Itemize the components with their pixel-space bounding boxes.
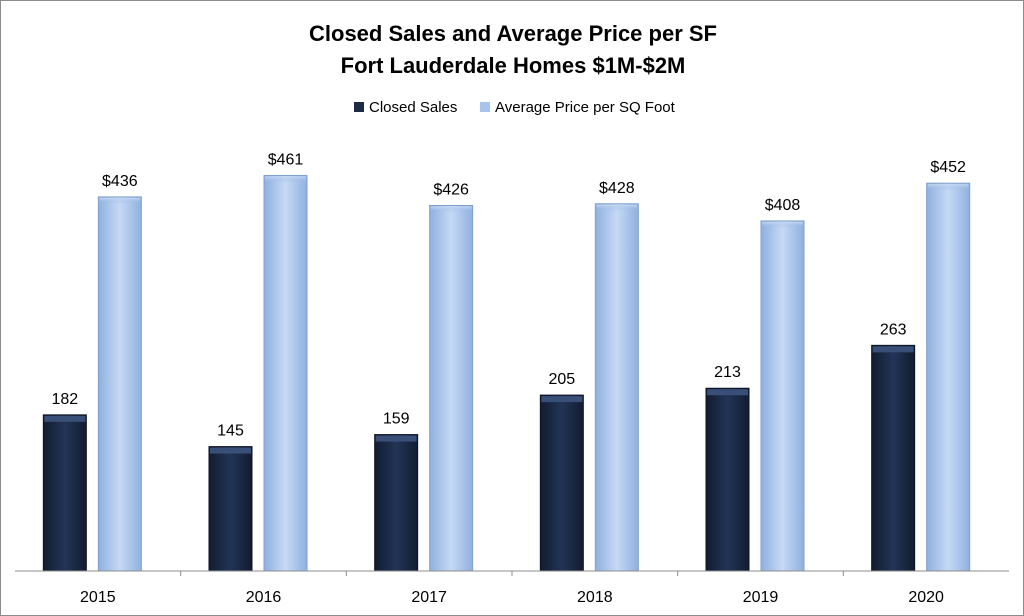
data-label-closed-sales-2020: 263 [880, 321, 907, 338]
bar-avg-price-2019 [760, 220, 805, 572]
data-label-closed-sales-2017: 159 [383, 411, 410, 428]
legend-swatch-closed-sales [354, 102, 364, 112]
legend-label-closed-sales: Closed Sales [369, 99, 457, 116]
data-label-avg-price-2017: $426 [433, 181, 469, 198]
bar-avg-price-2017 [429, 204, 474, 572]
bar-closed-sales-2018 [539, 394, 584, 572]
bar-closed-sales-2019 [705, 387, 750, 572]
data-label-closed-sales-2019: 213 [714, 364, 741, 381]
data-label-closed-sales-2015: 182 [51, 391, 78, 408]
data-label-avg-price-2019: $408 [765, 197, 801, 214]
bar-bevel-avg-price-2017 [430, 206, 472, 213]
bar-avg-price-2015 [97, 196, 142, 572]
legend-label-avg-price: Average Price per SQ Foot [495, 99, 676, 116]
bars-layer: 182 $436 145 $461 159 $426 205 $428 213 $408 263 $4… [42, 151, 971, 572]
data-label-closed-sales-2016: 145 [217, 423, 244, 440]
bar-closed-sales-2020 [871, 344, 916, 572]
bar-bevel-closed-sales-2019 [707, 389, 748, 396]
bar-closed-sales-2016 [208, 446, 253, 572]
bar-avg-price-2018 [594, 203, 639, 572]
chart-title: Closed Sales and Average Price per SF [309, 21, 717, 46]
bar-bevel-avg-price-2020 [927, 184, 969, 191]
bar-bevel-closed-sales-2015 [44, 415, 86, 422]
bar-bevel-avg-price-2018 [596, 204, 638, 211]
x-axis-ticks: 2015 2016 2017 2018 2019 2020 [80, 571, 944, 606]
data-label-closed-sales-2018: 205 [548, 371, 575, 388]
chart-subtitle: Fort Lauderdale Homes $1M-$2M [341, 53, 686, 78]
bar-bevel-closed-sales-2018 [541, 396, 583, 403]
data-label-avg-price-2018: $428 [599, 180, 635, 197]
bar-closed-sales-2017 [374, 434, 419, 572]
x-tick-label-2018: 2018 [577, 589, 613, 606]
legend: Closed Sales Average Price per SQ Foot [354, 99, 676, 116]
bar-avg-price-2016 [263, 174, 308, 572]
x-tick-label-2015: 2015 [80, 589, 116, 606]
bar-avg-price-2020 [926, 182, 971, 572]
bar-bevel-closed-sales-2020 [872, 346, 914, 353]
bar-bevel-avg-price-2019 [762, 221, 803, 228]
bar-bevel-avg-price-2016 [265, 176, 306, 183]
bar-closed-sales-2015 [42, 414, 87, 572]
data-label-avg-price-2016: $461 [268, 151, 304, 168]
legend-swatch-avg-price [480, 102, 490, 112]
bar-bevel-closed-sales-2017 [375, 435, 417, 442]
x-tick-label-2019: 2019 [743, 589, 779, 606]
data-label-avg-price-2020: $452 [930, 159, 966, 176]
bar-bevel-closed-sales-2016 [210, 447, 251, 454]
bar-bevel-avg-price-2015 [99, 197, 141, 204]
data-label-avg-price-2015: $436 [102, 173, 138, 190]
x-tick-label-2020: 2020 [908, 589, 944, 606]
x-tick-label-2016: 2016 [246, 589, 282, 606]
x-tick-label-2017: 2017 [411, 589, 447, 606]
